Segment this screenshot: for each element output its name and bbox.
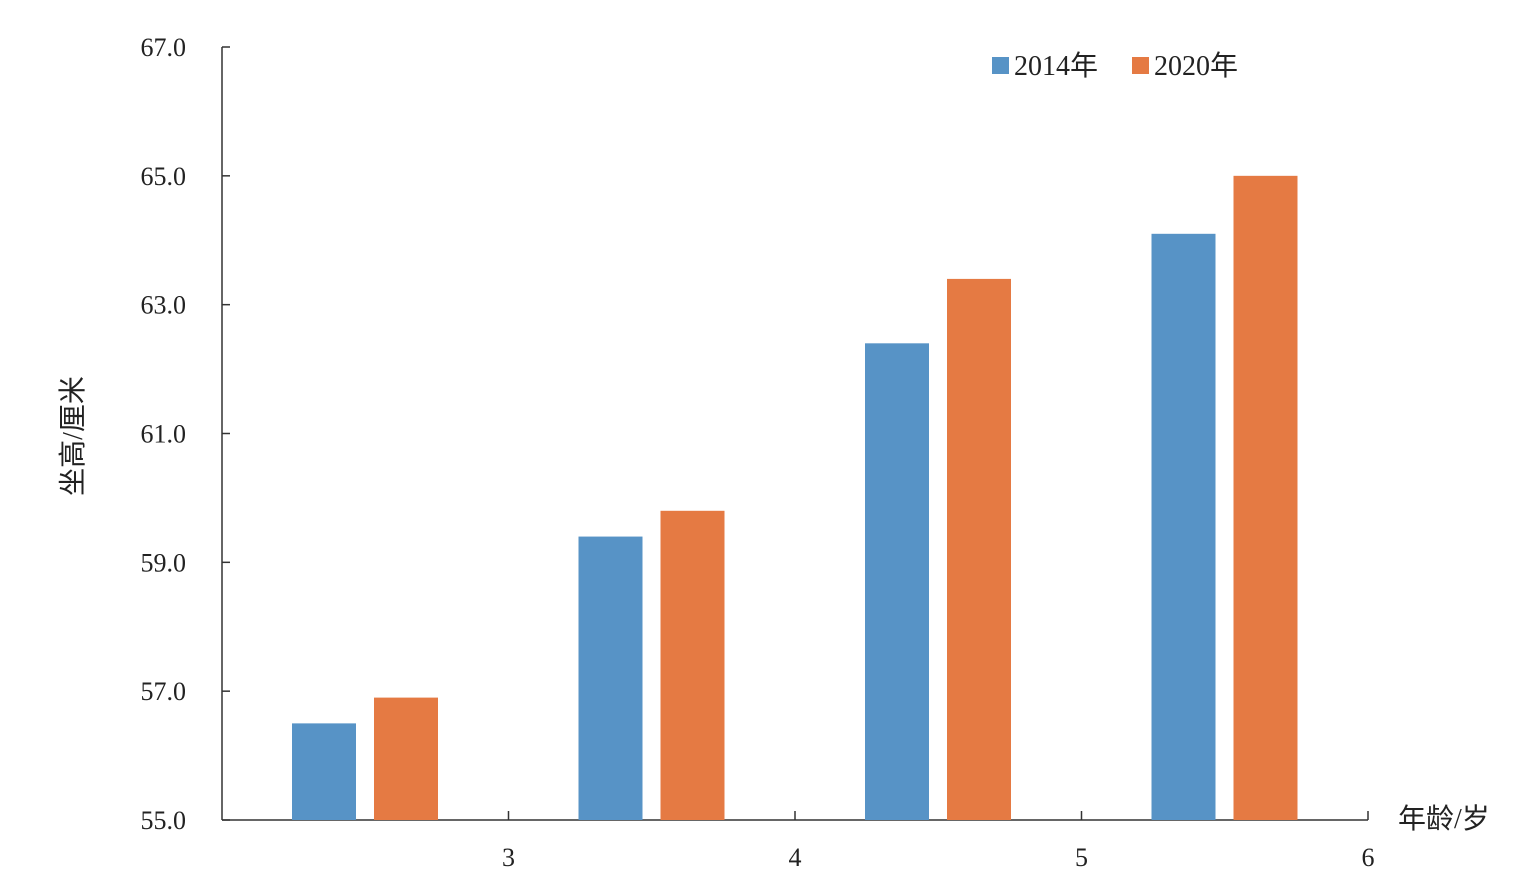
x-tick-label: 3 — [502, 843, 515, 872]
y-tick-label: 55.0 — [141, 806, 187, 835]
y-tick-label: 67.0 — [141, 33, 187, 62]
legend: 2014年 2020年 — [992, 50, 1238, 82]
y-tick-label: 61.0 — [141, 420, 187, 449]
x-axis-title: 年龄/岁 — [1398, 803, 1490, 835]
bar-series1-3 — [865, 343, 929, 820]
bar-series2-3 — [947, 278, 1011, 820]
bar-series2-2 — [660, 510, 725, 820]
bar-series1-4 — [1151, 233, 1216, 820]
y-axis-title: 坐高/厘米 — [57, 376, 89, 496]
bar-series2-1 — [374, 697, 438, 820]
legend-swatch — [1132, 57, 1149, 74]
y-tick-label: 65.0 — [141, 162, 187, 191]
x-tick-label: 6 — [1362, 843, 1375, 872]
y-tick-label: 59.0 — [141, 548, 187, 577]
axes: 55.0 57.0 59.0 61.0 63.0 65.0 67.0 3 4 5 6 — [141, 33, 1375, 872]
bars — [292, 175, 1298, 821]
bar-series2-4 — [1233, 175, 1298, 821]
legend-label: 2014年 — [1014, 50, 1098, 82]
legend-label: 2020年 — [1154, 50, 1238, 82]
y-tick-label: 57.0 — [141, 677, 187, 706]
x-tick-label: 5 — [1075, 843, 1088, 872]
y-tick-label: 63.0 — [141, 291, 187, 320]
x-tick-label: 4 — [789, 843, 802, 872]
bar-series1-1 — [292, 723, 356, 820]
legend-swatch — [992, 57, 1009, 74]
bar-series1-2 — [578, 536, 643, 820]
